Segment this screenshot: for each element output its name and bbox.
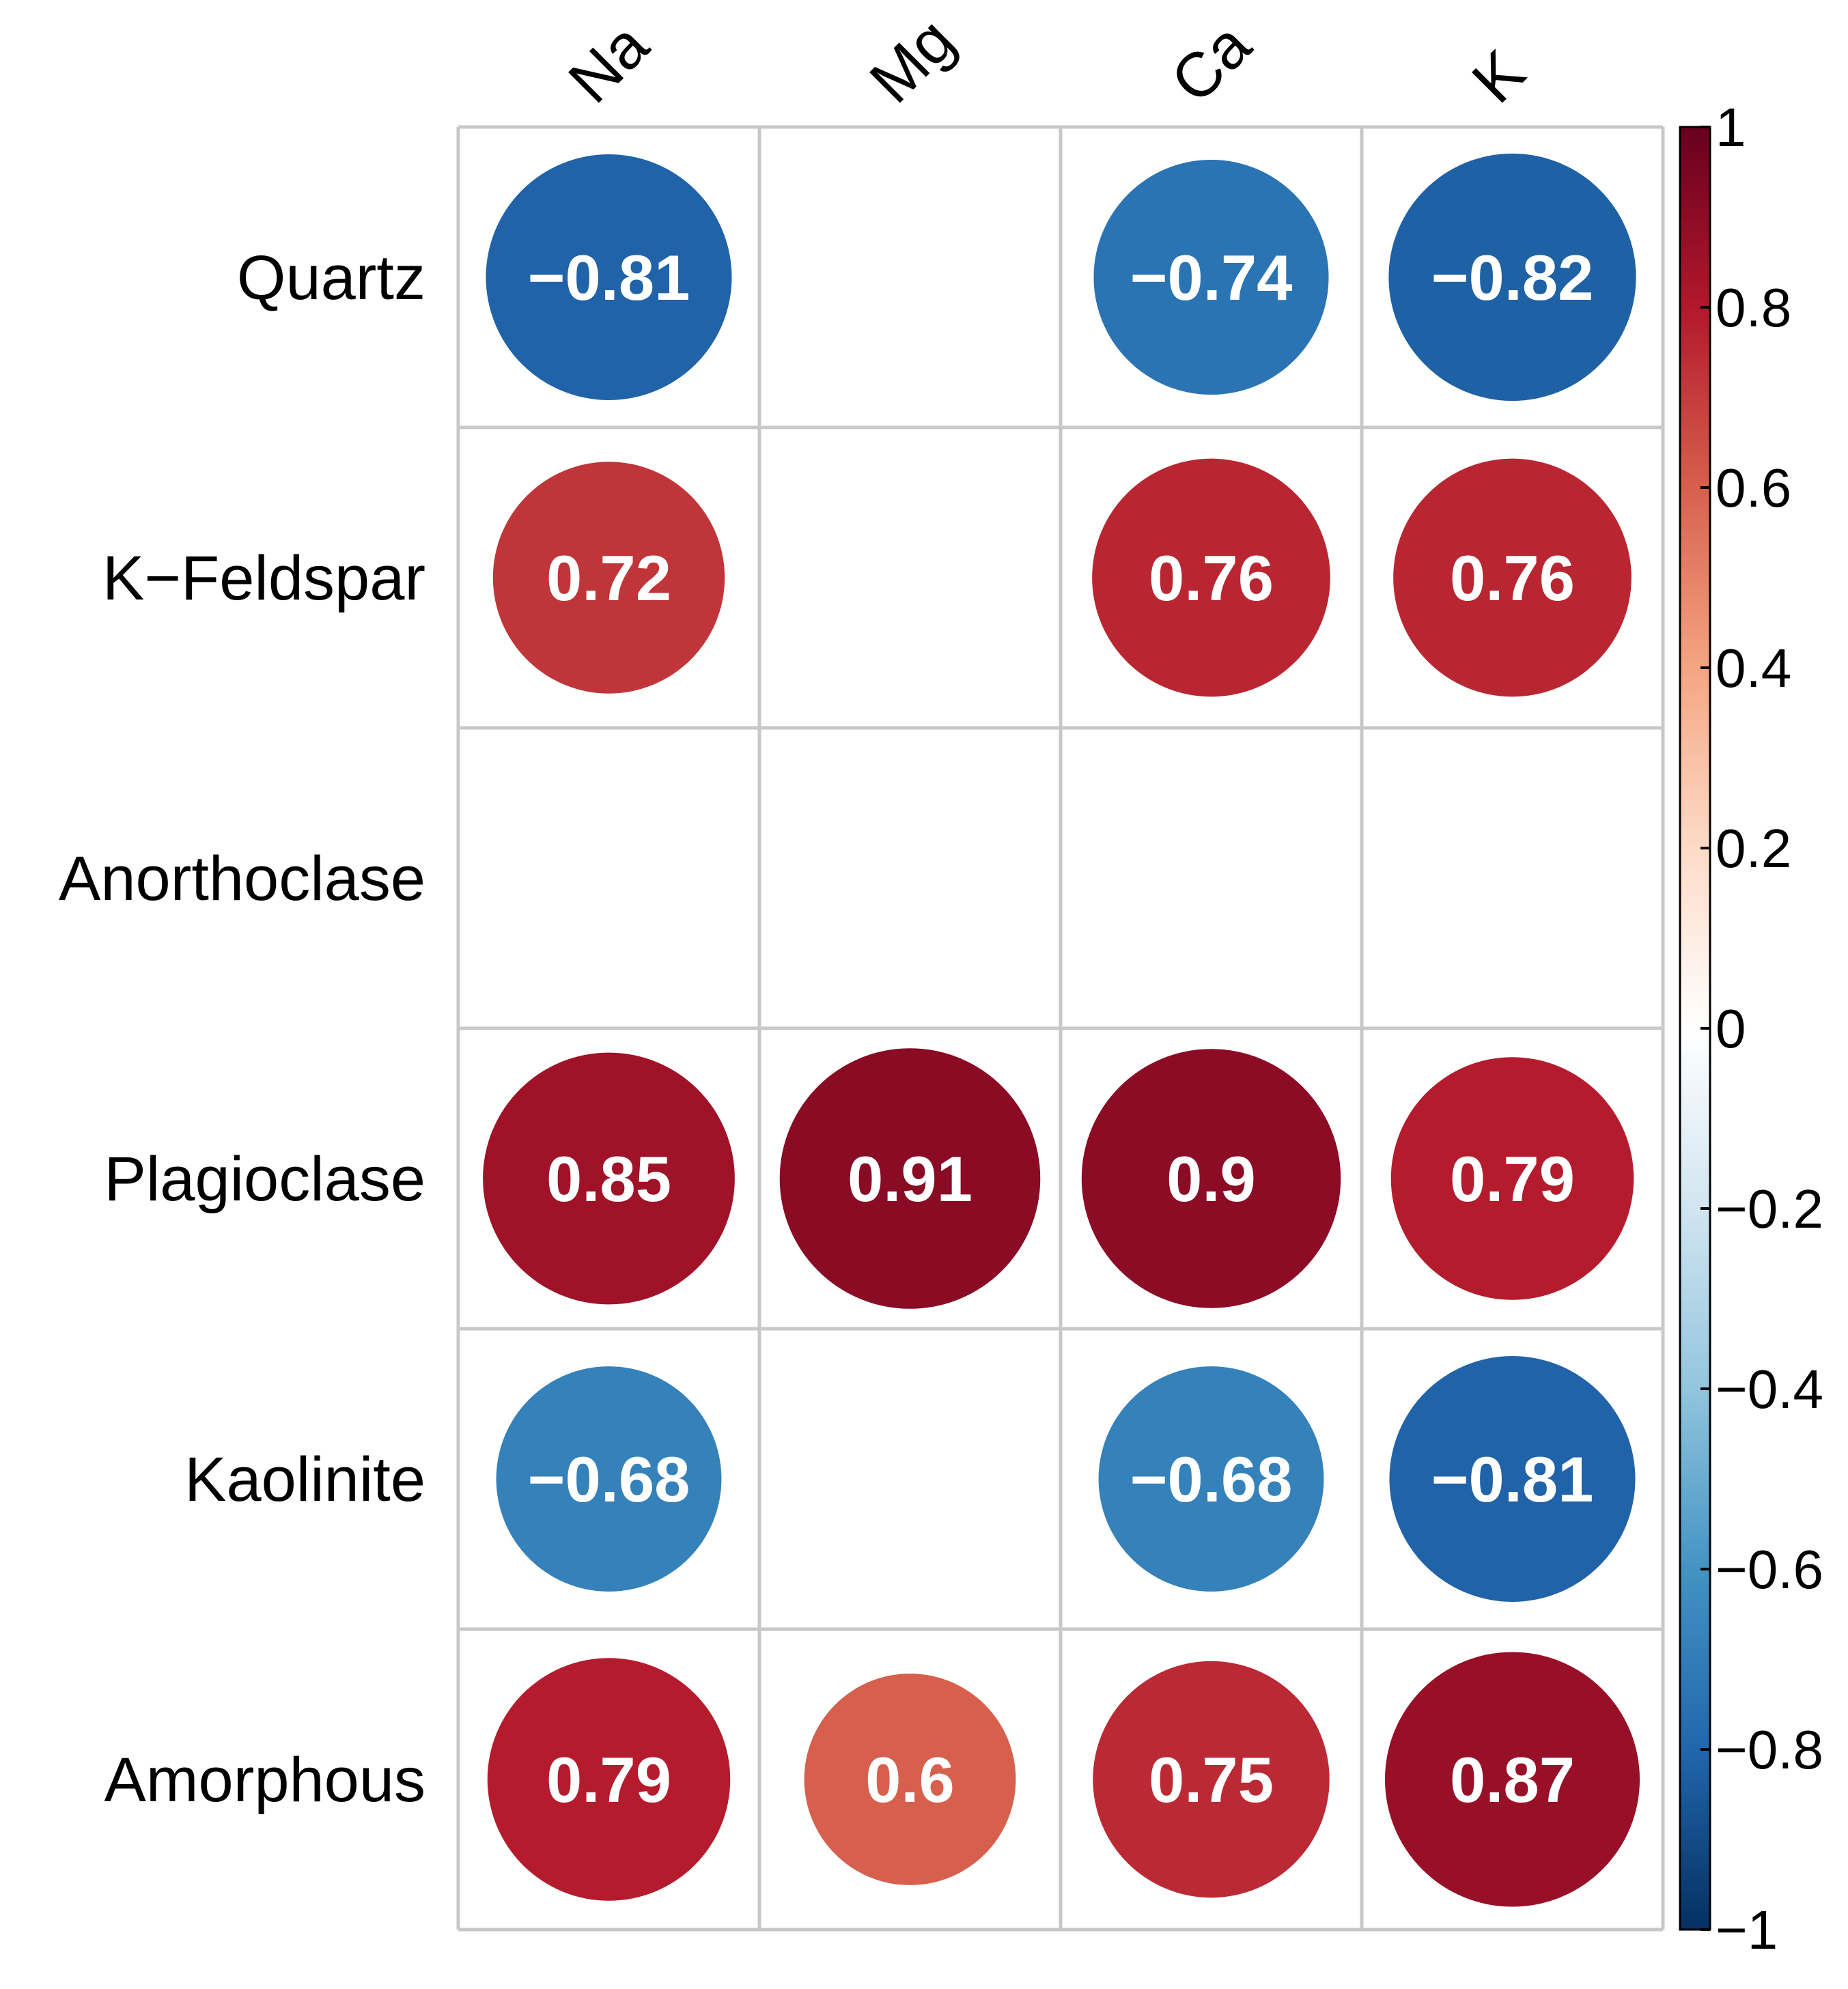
colorbar-tick-label: 1	[1716, 97, 1746, 158]
circle-kaolinite-k	[1389, 1356, 1636, 1602]
column-label-na: Na	[556, 10, 662, 116]
value-label-k-feldspar-na: 0.72	[546, 542, 671, 614]
row-label-kaolinite: Kaolinite	[184, 1445, 425, 1514]
value-label-kaolinite-na: −0.68	[528, 1443, 690, 1515]
colorbar-tick-label: 0.2	[1716, 818, 1791, 879]
value-label-k-feldspar-k: 0.76	[1450, 542, 1575, 614]
circle-k-feldspar-na	[492, 462, 725, 694]
circle-plagioclase-na	[483, 1052, 735, 1305]
row-label-amorphous: Amorphous	[104, 1745, 425, 1815]
value-label-plagioclase-k: 0.79	[1450, 1143, 1575, 1215]
circle-quartz-k	[1388, 153, 1636, 401]
colorbar-tick-label: −0.2	[1716, 1179, 1823, 1239]
circle-amorphous-na	[487, 1658, 731, 1901]
circle-amorphous-mg	[804, 1674, 1016, 1885]
value-label-quartz-na: −0.81	[528, 242, 690, 313]
correlation-circles: −0.81 −0.74 −0.82 0.72 0.76 0.76 0.85 0.91 0.9 0.…	[483, 153, 1640, 1907]
circle-amorphous-ca	[1093, 1661, 1330, 1898]
colorbar-tick-label: −0.6	[1716, 1539, 1823, 1600]
colorbar-tick-label: 0.4	[1716, 638, 1791, 699]
row-label-plagioclase: Plagioclase	[104, 1144, 425, 1214]
column-label-ca: Ca	[1158, 10, 1265, 116]
row-labels: Quartz K−Feldspar Anorthoclase Plagioclase K…	[59, 243, 425, 1815]
value-label-quartz-ca: −0.74	[1130, 242, 1293, 313]
matrix-grid	[456, 125, 1665, 1932]
circle-kaolinite-na	[496, 1366, 722, 1592]
circle-amorphous-k	[1384, 1652, 1640, 1907]
column-label-mg: Mg	[857, 5, 968, 117]
circle-plagioclase-ca	[1081, 1049, 1341, 1308]
colorbar-tick-label: 0	[1716, 998, 1746, 1059]
row-label-k-feldspar: K−Feldspar	[102, 544, 425, 613]
column-label-k: K	[1459, 38, 1539, 117]
value-label-plagioclase-ca: 0.9	[1166, 1143, 1256, 1215]
value-label-amorphous-na: 0.79	[546, 1744, 671, 1816]
value-label-plagioclase-na: 0.85	[546, 1143, 671, 1215]
value-label-amorphous-mg: 0.6	[865, 1744, 955, 1816]
colorbar-tick-label: 0.6	[1716, 457, 1791, 518]
colorbar-tick-label: −1	[1716, 1900, 1778, 1960]
circle-plagioclase-k	[1390, 1057, 1634, 1300]
circle-quartz-ca	[1093, 159, 1329, 395]
circle-plagioclase-mg	[779, 1048, 1041, 1309]
circle-quartz-na	[486, 154, 732, 400]
row-label-anorthoclase: Anorthoclase	[59, 844, 425, 914]
value-label-kaolinite-ca: −0.68	[1130, 1443, 1293, 1515]
value-label-amorphous-ca: 0.75	[1149, 1744, 1274, 1816]
value-label-k-feldspar-ca: 0.76	[1149, 542, 1274, 614]
value-label-plagioclase-mg: 0.91	[848, 1143, 972, 1215]
value-label-kaolinite-k: −0.81	[1431, 1443, 1594, 1515]
colorbar-tick-label: −0.4	[1716, 1359, 1823, 1420]
column-labels: Na Mg Ca K	[556, 5, 1539, 117]
value-label-quartz-k: −0.82	[1431, 242, 1594, 313]
colorbar-tick-label: −0.8	[1716, 1719, 1823, 1780]
row-label-quartz: Quartz	[237, 243, 425, 313]
circle-kaolinite-ca	[1098, 1366, 1324, 1592]
value-label-amorphous-k: 0.87	[1450, 1744, 1575, 1816]
colorbar: 1 0.8 0.6 0.4 0.2 0 −0.2 −0.4 −0.6 −0.8 −1	[1679, 97, 1823, 1960]
circle-k-feldspar-ca	[1092, 458, 1330, 697]
circle-k-feldspar-k	[1393, 458, 1632, 697]
colorbar-tick-label: 0.8	[1716, 277, 1791, 338]
